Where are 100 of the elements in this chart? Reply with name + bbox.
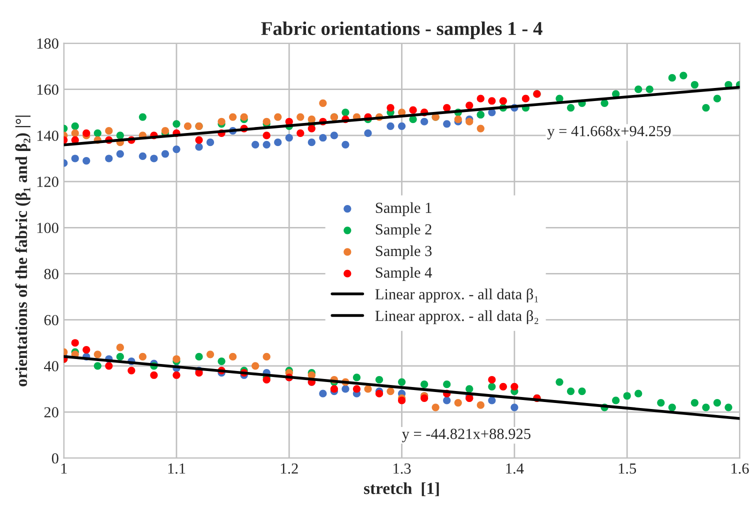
point	[522, 94, 530, 102]
y-tick-label: 120	[37, 176, 58, 187]
legend-label: Sample 4	[376, 266, 432, 281]
y-tick-label: 140	[37, 130, 58, 141]
chart-title: Fabric orientations - samples 1 - 4	[261, 21, 542, 40]
point	[116, 344, 124, 352]
legend-label: Sample 3	[376, 245, 432, 260]
point	[150, 154, 158, 162]
x-tick-label: 1.1	[168, 463, 186, 474]
x-tick-label: 1.3	[394, 463, 411, 474]
legend-label: Linear approx. - all data β₁	[375, 288, 538, 302]
point	[386, 104, 394, 112]
point	[319, 99, 327, 107]
point	[364, 129, 372, 137]
point	[364, 385, 372, 393]
annotation: y = -44.821x+88.925	[402, 428, 530, 442]
point	[386, 122, 394, 130]
point	[488, 376, 496, 384]
point	[206, 350, 214, 358]
point	[342, 140, 350, 148]
point	[488, 97, 496, 105]
y-tick-label: 20	[44, 407, 58, 418]
y-tick-label: 80	[44, 268, 58, 280]
point	[206, 138, 214, 146]
point	[138, 152, 146, 160]
x-tick-label: 1	[61, 463, 67, 474]
point	[71, 154, 79, 162]
point	[195, 143, 203, 151]
point	[398, 396, 406, 404]
point	[262, 132, 270, 140]
point	[262, 376, 270, 384]
legend-label: Linear approx. - all data β₂	[375, 310, 538, 324]
point	[172, 355, 180, 363]
point	[409, 106, 417, 114]
legend-label: Sample 1	[376, 202, 432, 216]
y-tick-label: 40	[44, 361, 58, 372]
point	[274, 138, 282, 146]
point	[432, 404, 440, 412]
point	[116, 150, 124, 158]
x-axis-title: stretch [1]	[364, 482, 439, 496]
point	[252, 362, 260, 370]
point	[308, 138, 316, 146]
point	[262, 140, 270, 148]
point	[262, 118, 270, 126]
x-tick-label: 1.6	[732, 463, 749, 474]
point	[386, 387, 394, 396]
point	[319, 134, 327, 142]
point	[195, 136, 203, 144]
point	[375, 390, 384, 398]
point	[308, 116, 316, 124]
point	[240, 113, 248, 121]
y-tick-label: 0	[52, 453, 58, 464]
point	[71, 339, 79, 347]
point	[476, 94, 484, 102]
point	[285, 134, 293, 142]
y-tick-label: 100	[37, 222, 58, 234]
annotation: y = 41.668x+94.259	[547, 126, 671, 140]
point	[161, 150, 170, 158]
point	[352, 385, 361, 393]
point	[82, 129, 90, 137]
point	[330, 132, 338, 140]
point	[443, 120, 451, 128]
point	[138, 352, 146, 360]
point	[476, 124, 484, 132]
point	[218, 118, 226, 126]
y-tick-label: 160	[37, 84, 58, 95]
y-axis-title: orientations of the fabric (β₁ and β₂) |°|	[15, 116, 30, 386]
point	[499, 97, 507, 105]
point	[229, 352, 237, 360]
point	[105, 362, 113, 370]
point	[105, 154, 113, 162]
point	[499, 382, 507, 390]
point	[274, 113, 282, 121]
x-tick-label: 1.2	[280, 463, 298, 474]
point	[476, 401, 484, 409]
point	[296, 113, 304, 121]
point	[443, 396, 451, 404]
legend-label: Sample 2	[376, 224, 432, 238]
point	[71, 129, 79, 137]
point	[510, 382, 518, 390]
x-tick-label: 1.4	[506, 463, 524, 474]
point	[308, 124, 316, 132]
point	[454, 398, 462, 407]
point	[94, 350, 102, 358]
point	[420, 118, 428, 126]
x-tick-label: 1.5	[618, 463, 636, 474]
point	[82, 346, 90, 354]
point	[229, 113, 237, 121]
point	[488, 396, 496, 404]
point	[172, 145, 180, 154]
y-tick-label: 180	[37, 38, 58, 49]
point	[105, 127, 113, 135]
point	[252, 140, 260, 148]
point	[398, 122, 406, 130]
point	[342, 385, 350, 393]
point	[319, 390, 327, 398]
point	[128, 366, 136, 374]
point	[443, 104, 451, 112]
point	[510, 404, 518, 412]
point	[184, 122, 192, 130]
